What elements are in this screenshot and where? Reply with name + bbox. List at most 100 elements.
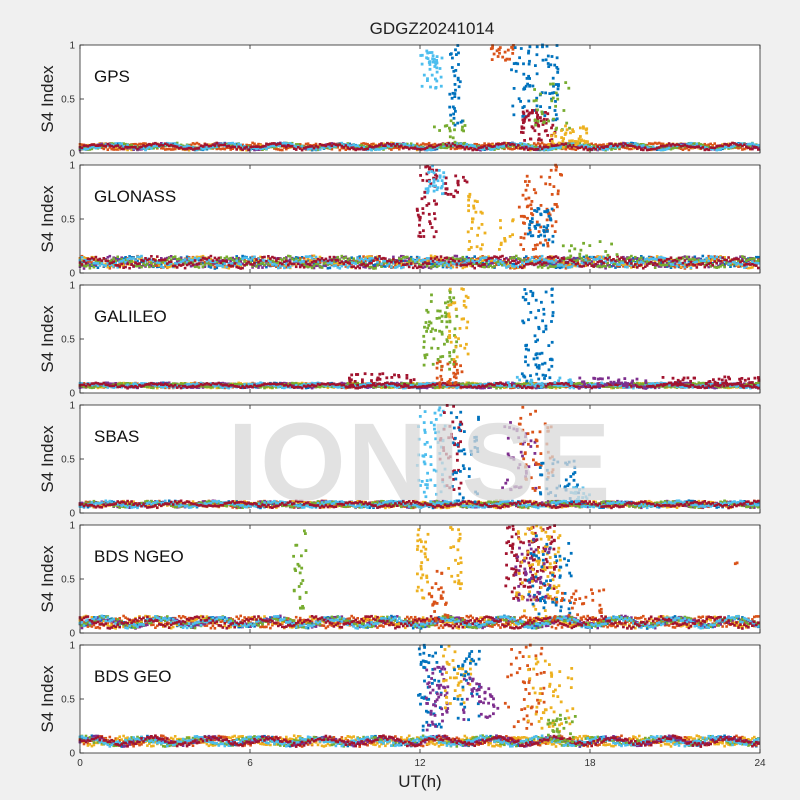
data-point bbox=[556, 44, 559, 47]
data-point bbox=[457, 77, 460, 80]
baseline-point bbox=[152, 265, 155, 268]
data-point bbox=[578, 138, 581, 141]
baseline-point bbox=[406, 256, 409, 259]
data-point bbox=[547, 62, 550, 65]
data-point bbox=[440, 146, 443, 149]
baseline-point bbox=[404, 259, 407, 262]
data-point bbox=[453, 128, 456, 131]
baseline-point bbox=[606, 145, 609, 148]
baseline-point bbox=[707, 260, 710, 263]
data-point bbox=[510, 46, 513, 49]
data-point bbox=[522, 118, 525, 121]
baseline-point bbox=[247, 148, 250, 151]
baseline-point bbox=[233, 262, 236, 265]
baseline-point bbox=[376, 261, 379, 264]
data-point bbox=[541, 45, 544, 48]
baseline-point bbox=[317, 146, 320, 149]
baseline-point bbox=[309, 264, 312, 267]
data-point bbox=[448, 93, 451, 96]
baseline-point bbox=[702, 146, 705, 149]
data-point bbox=[552, 77, 555, 80]
baseline-point bbox=[265, 260, 268, 263]
baseline-point bbox=[485, 147, 488, 150]
baseline-point bbox=[696, 261, 699, 264]
data-point bbox=[541, 112, 544, 115]
data-point bbox=[455, 53, 458, 56]
panel-label: GPS bbox=[94, 67, 130, 86]
baseline-point bbox=[392, 258, 395, 261]
baseline-point bbox=[366, 147, 369, 150]
baseline-point bbox=[210, 264, 213, 267]
baseline-point bbox=[680, 266, 683, 269]
data-point bbox=[537, 120, 540, 123]
data-point bbox=[568, 140, 571, 143]
baseline-point bbox=[713, 142, 716, 145]
baseline-point bbox=[140, 255, 143, 258]
baseline-point bbox=[192, 264, 195, 267]
data-point bbox=[552, 97, 555, 100]
baseline-point bbox=[598, 256, 601, 259]
baseline-point bbox=[585, 258, 588, 261]
data-point bbox=[439, 67, 442, 70]
data-point bbox=[444, 125, 447, 128]
baseline-point bbox=[483, 266, 486, 269]
data-point bbox=[436, 71, 439, 74]
data-point bbox=[520, 47, 523, 50]
data-point bbox=[534, 129, 537, 132]
baseline-point bbox=[321, 266, 324, 269]
baseline-point bbox=[333, 256, 336, 259]
baseline-point bbox=[672, 263, 675, 266]
baseline-point bbox=[126, 263, 129, 266]
data-point bbox=[449, 114, 452, 117]
baseline-point bbox=[81, 263, 84, 266]
baseline-point bbox=[525, 146, 528, 149]
baseline-point bbox=[515, 255, 518, 258]
baseline-point bbox=[690, 142, 693, 145]
baseline-point bbox=[233, 146, 236, 149]
baseline-point bbox=[757, 259, 760, 262]
data-point bbox=[449, 135, 452, 138]
baseline-point bbox=[311, 257, 314, 260]
baseline-point bbox=[676, 265, 679, 268]
baseline-point bbox=[341, 255, 344, 258]
data-point bbox=[554, 105, 557, 108]
data-point bbox=[548, 143, 551, 146]
baseline-point bbox=[715, 256, 718, 259]
baseline-point bbox=[372, 259, 375, 262]
baseline-point bbox=[176, 266, 179, 269]
data-point bbox=[513, 113, 516, 116]
data-point bbox=[432, 54, 435, 57]
data-point bbox=[453, 74, 456, 77]
data-point bbox=[552, 118, 555, 121]
data-point bbox=[536, 53, 539, 56]
data-point bbox=[440, 76, 443, 79]
data-point bbox=[537, 124, 540, 127]
data-point bbox=[531, 109, 534, 112]
data-point bbox=[449, 130, 452, 133]
data-point bbox=[508, 58, 511, 61]
data-point bbox=[547, 120, 550, 123]
baseline-point bbox=[142, 260, 145, 263]
baseline-point bbox=[146, 263, 149, 266]
baseline-point bbox=[120, 263, 123, 266]
data-point bbox=[564, 125, 567, 128]
baseline-point bbox=[418, 256, 421, 259]
data-point bbox=[454, 110, 457, 113]
baseline-point bbox=[539, 145, 542, 148]
data-point bbox=[523, 139, 526, 142]
baseline-point bbox=[632, 260, 635, 263]
baseline-point bbox=[563, 265, 566, 268]
data-point bbox=[571, 128, 574, 131]
baseline-point bbox=[116, 256, 119, 259]
baseline-point bbox=[198, 147, 201, 150]
data-point bbox=[554, 135, 557, 138]
baseline-point bbox=[642, 144, 645, 147]
baseline-point bbox=[297, 263, 300, 266]
baseline-point bbox=[212, 259, 215, 262]
baseline-point bbox=[275, 264, 278, 267]
data-point bbox=[457, 63, 460, 66]
data-point bbox=[552, 83, 555, 86]
data-point bbox=[529, 112, 532, 115]
data-point bbox=[493, 53, 496, 56]
data-point bbox=[519, 100, 522, 103]
